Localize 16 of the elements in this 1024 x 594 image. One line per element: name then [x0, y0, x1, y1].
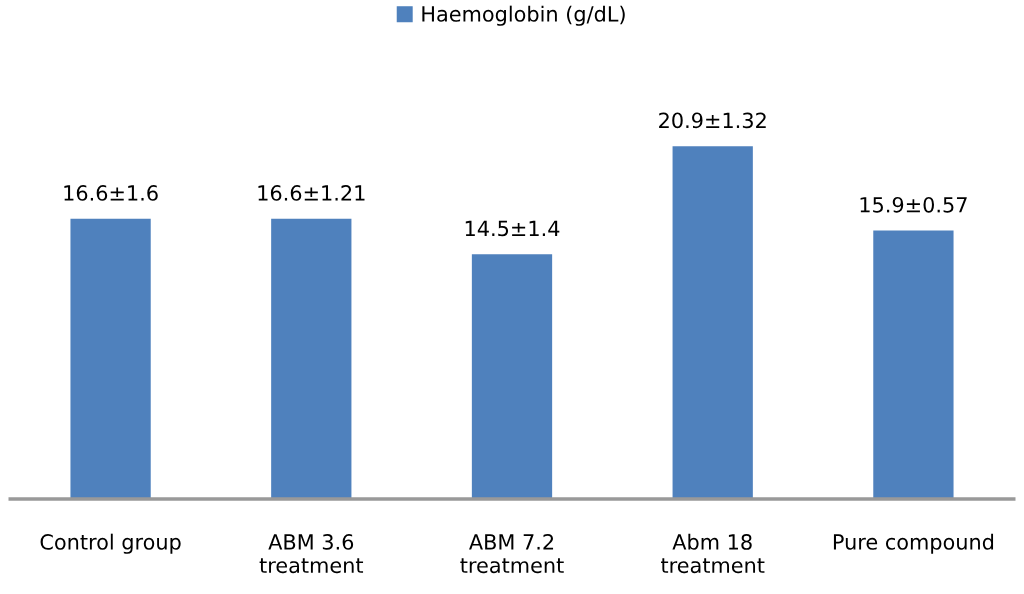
x-tick-label: Abm 18 treatment	[661, 533, 765, 574]
data-label: 15.9±0.57	[860, 196, 967, 213]
bar	[271, 218, 352, 499]
bar	[873, 230, 954, 499]
data-label: 14.5±1.4	[465, 220, 560, 237]
x-tick-label: Control group	[40, 533, 181, 554]
data-label: 20.9±1.32	[659, 112, 766, 129]
legend-label: Haemoglobin (g/dL)	[422, 5, 625, 26]
data-label: 16.6±1.21	[258, 185, 365, 201]
x-tick-label: ABM 3.6 treatment	[259, 534, 364, 574]
x-tick-label: Pure compound	[833, 533, 994, 554]
data-label: 16.6±1.6	[64, 185, 158, 201]
x-tick-label: ABM 7.2 treatment	[460, 534, 564, 574]
bar	[471, 254, 553, 499]
bar	[672, 146, 753, 499]
bar	[70, 218, 151, 499]
